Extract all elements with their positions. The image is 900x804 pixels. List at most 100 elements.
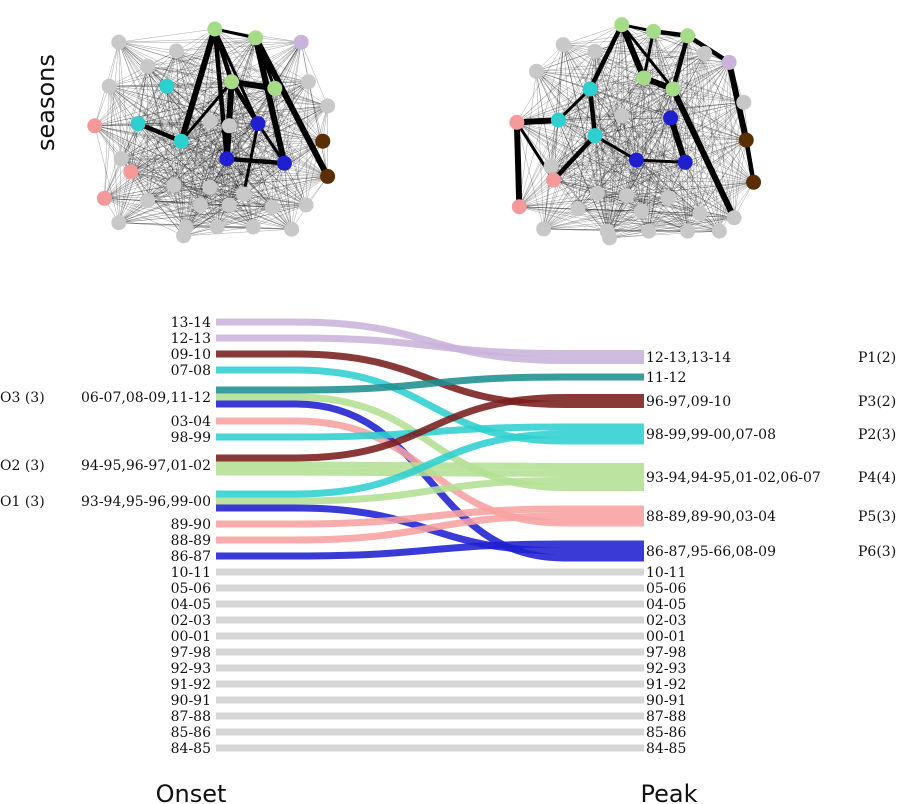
onset-label: 90-91 [171, 693, 211, 709]
edge [641, 117, 671, 212]
edge [667, 53, 705, 198]
edge [558, 88, 674, 121]
edge [668, 102, 744, 198]
edge [536, 53, 705, 72]
edge [558, 119, 686, 163]
peak-label: 04-05 [646, 597, 686, 613]
edge [118, 193, 244, 223]
onset-label: 13-14 [171, 315, 211, 331]
strong-edge [135, 121, 184, 144]
peak-label: 90-91 [646, 693, 686, 709]
onset-label: 00-01 [171, 629, 211, 645]
onset-axis-label: Onset [156, 780, 227, 804]
onset-label: 10-11 [171, 565, 211, 581]
edge [643, 62, 730, 79]
edge [166, 28, 215, 87]
edge [668, 139, 747, 198]
edge [130, 171, 218, 228]
edge [594, 135, 688, 232]
edge [183, 229, 292, 236]
network-node [111, 215, 127, 231]
edge [229, 125, 307, 206]
edge [607, 213, 700, 232]
network-node [293, 34, 309, 50]
edge [147, 200, 201, 206]
edge [577, 162, 686, 210]
edge [536, 71, 688, 232]
network-node [320, 98, 336, 114]
edge [519, 159, 637, 207]
edge [181, 141, 285, 164]
edge [226, 158, 292, 230]
network-node [166, 177, 182, 193]
edge [636, 35, 688, 161]
edge [118, 141, 323, 223]
edge [173, 176, 328, 186]
edge [685, 162, 754, 183]
strong-edge [252, 34, 288, 167]
edge [536, 71, 674, 90]
edge [536, 71, 637, 161]
edge [229, 125, 254, 228]
onset-label: 88-89 [171, 533, 211, 549]
edge [563, 44, 596, 136]
edge [643, 77, 754, 183]
network-node [224, 74, 240, 90]
network-node [536, 221, 552, 237]
edge [641, 210, 688, 232]
edge [553, 162, 686, 181]
edge [668, 182, 754, 198]
network-node [176, 228, 192, 244]
edge [641, 77, 644, 212]
edge [553, 44, 564, 181]
flow-band [216, 373, 644, 394]
edge [173, 123, 259, 186]
edge [543, 210, 642, 230]
strong-edge [587, 22, 625, 92]
edge [217, 158, 227, 228]
peak-label: 92-93 [646, 661, 686, 677]
edge [551, 139, 747, 167]
nodes [509, 17, 762, 246]
edge [577, 208, 735, 218]
edge [589, 88, 669, 198]
network-node [202, 179, 218, 195]
network-node [207, 21, 223, 37]
edge [594, 135, 642, 212]
edge [543, 51, 596, 229]
edge [607, 217, 735, 232]
edge [543, 193, 598, 230]
edge [687, 217, 735, 232]
edge [519, 117, 671, 207]
edge [519, 120, 559, 207]
edge [118, 222, 292, 230]
alluvial-flows [216, 318, 644, 752]
network-node [113, 151, 129, 167]
edge [558, 77, 644, 121]
strong-edge [670, 86, 738, 221]
peak-label: 84-85 [646, 741, 686, 757]
network-node [680, 223, 696, 239]
edge [109, 86, 122, 159]
network-node [550, 112, 566, 128]
edge [543, 77, 644, 229]
edge [670, 117, 688, 232]
edge [536, 71, 598, 194]
network-node [646, 23, 662, 39]
edge [137, 86, 167, 124]
network-node [298, 197, 314, 213]
edge [185, 204, 307, 228]
onset-label: 03-04 [171, 414, 211, 430]
edge [130, 121, 211, 173]
network-node [587, 128, 603, 144]
edge [176, 50, 328, 107]
edge [200, 176, 328, 206]
edge [176, 42, 302, 52]
edge [685, 162, 720, 232]
network-node [140, 58, 156, 74]
edge [104, 66, 148, 199]
edge [209, 121, 218, 228]
edge [104, 86, 110, 199]
edge [577, 24, 622, 209]
